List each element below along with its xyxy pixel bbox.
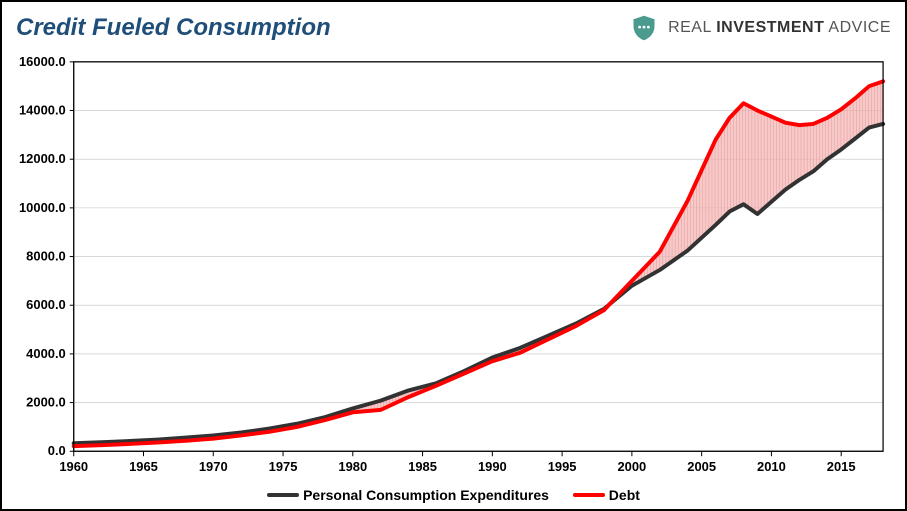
legend-item-pce: Personal Consumption Expenditures — [267, 487, 549, 503]
brand-logo: REAL INVESTMENT ADVICE — [630, 14, 891, 42]
svg-text:16000.0: 16000.0 — [19, 54, 66, 69]
svg-text:1990: 1990 — [478, 459, 507, 474]
chart-plot: 0.0 2000.0 4000.0 6000.0 8000.0 10000.0 12000.… — [12, 46, 895, 479]
chart-legend: Personal Consumption Expenditures Debt — [2, 484, 905, 503]
svg-text:1965: 1965 — [129, 459, 158, 474]
brand-word-2: INVESTMENT — [716, 19, 824, 36]
svg-text:2000: 2000 — [617, 459, 646, 474]
svg-text:1975: 1975 — [269, 459, 298, 474]
legend-swatch-debt — [573, 493, 605, 497]
svg-text:0.0: 0.0 — [48, 443, 66, 458]
svg-text:14000.0: 14000.0 — [19, 103, 66, 118]
legend-swatch-pce — [267, 493, 299, 497]
svg-text:12000.0: 12000.0 — [19, 151, 66, 166]
brand-text: REAL INVESTMENT ADVICE — [668, 19, 891, 37]
shield-icon — [630, 14, 658, 42]
svg-text:1980: 1980 — [338, 459, 367, 474]
svg-text:4000.0: 4000.0 — [26, 346, 66, 361]
legend-label-pce: Personal Consumption Expenditures — [303, 487, 549, 503]
svg-text:1960: 1960 — [59, 459, 88, 474]
brand-word-1: REAL — [668, 19, 711, 36]
svg-text:10000.0: 10000.0 — [19, 200, 66, 215]
chart-title: Credit Fueled Consumption — [16, 14, 331, 42]
legend-item-debt: Debt — [573, 487, 640, 503]
svg-text:6000.0: 6000.0 — [26, 297, 66, 312]
legend-label-debt: Debt — [609, 487, 640, 503]
svg-text:2000.0: 2000.0 — [26, 395, 66, 410]
brand-word-3: ADVICE — [828, 19, 891, 36]
svg-text:1995: 1995 — [548, 459, 577, 474]
svg-text:8000.0: 8000.0 — [26, 249, 66, 264]
svg-text:2015: 2015 — [827, 459, 856, 474]
svg-text:1985: 1985 — [408, 459, 437, 474]
header: Credit Fueled Consumption REAL INVESTMEN… — [2, 8, 905, 48]
svg-text:2010: 2010 — [757, 459, 786, 474]
svg-text:1970: 1970 — [199, 459, 228, 474]
svg-text:2005: 2005 — [687, 459, 716, 474]
